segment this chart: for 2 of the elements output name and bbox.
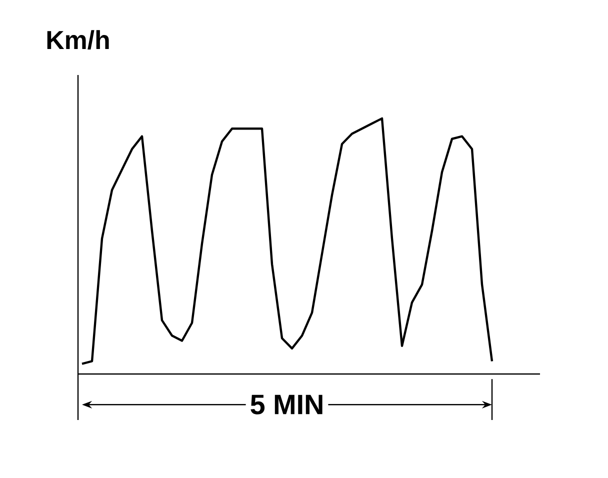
text: 5 MIN xyxy=(250,394,322,414)
y-axis-title: Km/h xyxy=(47,30,109,50)
